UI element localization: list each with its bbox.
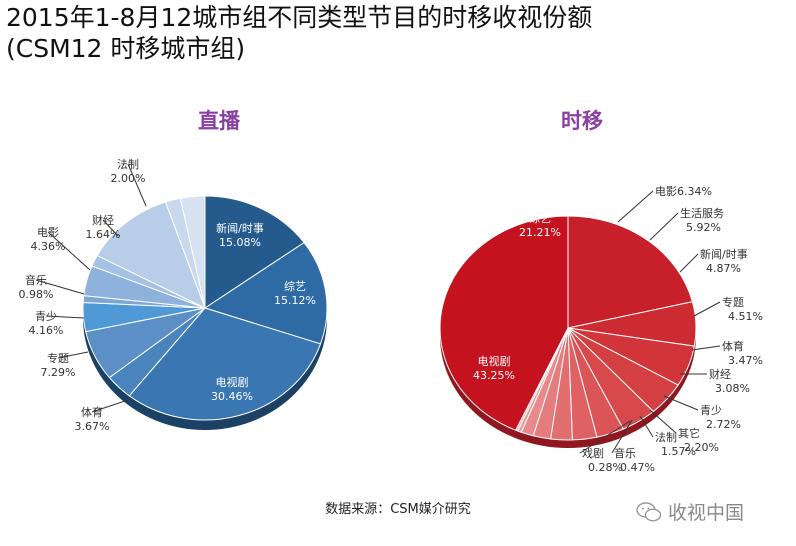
pie-slice (128, 307, 322, 421)
slice-label: 财经 (92, 213, 114, 227)
slice-value: 0.28% (588, 461, 623, 474)
leader-line (35, 279, 85, 295)
slice-label: 青少 (35, 310, 57, 323)
slice-value: 2.72% (706, 418, 741, 431)
slice-label: 电影 (37, 226, 59, 239)
leader-line (91, 399, 129, 413)
wechat-icon (636, 502, 662, 522)
slice-value: 4.51% (728, 310, 763, 323)
slice-value: 0.98% (19, 288, 54, 301)
leader-line (57, 351, 89, 359)
slice-label: 体育 (722, 339, 744, 353)
slice-value: 21.21% (519, 226, 561, 239)
slice-label: 财经 (709, 367, 731, 381)
leader-line (617, 190, 654, 223)
slice-value: 15.08% (219, 236, 261, 249)
slice-value: 2.00% (111, 172, 146, 185)
pie-slice (203, 241, 328, 345)
slice-label: 法制 (655, 430, 677, 444)
slice-label: 体育 (81, 405, 103, 419)
leader-line (45, 315, 85, 319)
leader-line (127, 163, 147, 207)
leader-line (679, 253, 699, 273)
slice-label: 电视剧 (478, 354, 511, 368)
leader-line (639, 415, 654, 438)
slice-label: 法制 (117, 157, 139, 171)
slice-label: 青少 (700, 404, 722, 417)
slice-value: 0.47% (620, 461, 655, 474)
slice-value: 7.29% (41, 366, 76, 379)
slice-label: 新闻/时事 (216, 221, 264, 235)
pie-slice (204, 195, 305, 309)
leader-line (649, 212, 679, 241)
slice-value: 3.08% (715, 382, 750, 395)
slice-value: 1.64% (86, 228, 121, 241)
slice-value: 4.16% (29, 324, 64, 337)
slice-label: 音乐 (25, 273, 47, 287)
leader-line (47, 231, 91, 271)
slice-label: 电影6.34% (655, 185, 712, 198)
pie-slice (439, 215, 569, 431)
slice-value: 3.47% (728, 354, 763, 367)
slice-label: 生活服务 (680, 206, 724, 220)
slice-label: 音乐 (614, 446, 636, 460)
slice-label: 其它 (678, 426, 700, 440)
slice-label: 综艺 (284, 279, 306, 293)
slice-value: 5.92% (686, 221, 721, 234)
leader-line (579, 420, 631, 454)
pie-title: 时移 (561, 109, 603, 133)
leader-line (102, 219, 119, 237)
slice-value: 15.12% (274, 294, 316, 307)
slice-value: 4.36% (31, 240, 66, 253)
pie-slice (179, 195, 206, 309)
title-line-2: (CSM12 时移城市组) (6, 34, 246, 63)
slice-value: 43.25% (473, 369, 515, 382)
pie-title: 直播 (198, 109, 241, 133)
leader-line (611, 419, 633, 454)
slice-value: 3.67% (75, 420, 110, 433)
slice-value: 4.87% (706, 262, 741, 275)
slice-label: 戏剧 (582, 447, 604, 460)
watermark-text: 收视中国 (668, 502, 745, 524)
pie-slice (567, 215, 694, 329)
chart-title: 2015年1-8月12城市组不同类型节目的时移收视份额 (CSM12 时移城市组… (6, 2, 592, 64)
slice-label: 专题 (47, 351, 69, 365)
slice-value: 1.57% (661, 445, 696, 458)
leader-line (691, 345, 721, 351)
watermark: 收视中国 (636, 498, 744, 525)
slice-value: 30.46% (211, 390, 253, 403)
pie-slice (96, 201, 206, 309)
data-source: 数据来源：CSM媒介研究 (325, 502, 471, 517)
slice-value: 2.20% (684, 441, 719, 454)
title-line-1: 2015年1-8月12城市组不同类型节目的时移收视份额 (6, 3, 593, 32)
slice-label: 综艺 (529, 211, 551, 225)
slice-label: 电视剧 (216, 375, 249, 389)
leader-line (693, 301, 721, 317)
slice-label: 新闻/时事 (700, 247, 748, 261)
slice-label: 专题 (722, 295, 744, 309)
leader-line (663, 395, 699, 411)
leader-line (649, 409, 677, 434)
